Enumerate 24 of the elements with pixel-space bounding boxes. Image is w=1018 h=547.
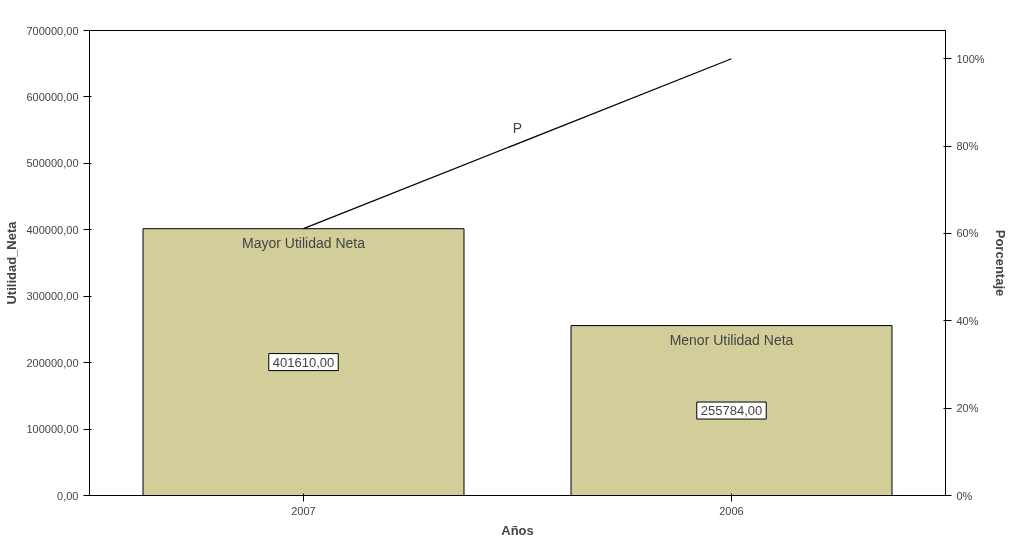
data-label: 255784,00 — [700, 403, 763, 419]
y-tick-label: 400000,00 — [26, 223, 79, 236]
y-tick-label: 500000,00 — [26, 157, 79, 170]
y-tick-label: 600000,00 — [26, 90, 79, 103]
y-tick-label: 300000,00 — [26, 290, 79, 303]
y2-tick-label: 0% — [956, 489, 973, 502]
data-label: 401610,00 — [272, 354, 335, 370]
y-tick-label: 100000,00 — [26, 423, 79, 436]
x-axis-title: Años — [501, 522, 534, 538]
y2-tick-label: 80% — [956, 140, 979, 153]
y2-tick-label: 100% — [956, 52, 985, 65]
y2-tick-label: 40% — [956, 314, 979, 327]
annotation: Menor Utilidad Neta — [669, 331, 794, 348]
y2-axis-title: Porcentaje — [992, 229, 1008, 297]
y-tick-label: 700000,00 — [26, 24, 79, 37]
annotation: Mayor Utilidad Neta — [242, 234, 366, 251]
x-tick-label: 2006 — [719, 504, 744, 517]
y-tick-label: 200000,00 — [26, 356, 79, 369]
y-axis-title: Utilidad_Neta — [3, 220, 19, 305]
x-tick-label: 2007 — [291, 504, 316, 517]
y2-tick-label: 20% — [956, 402, 979, 415]
y-tick-label: 0,00 — [57, 489, 79, 502]
y2-tick-label: 60% — [956, 227, 979, 240]
series-label: P — [512, 119, 523, 136]
